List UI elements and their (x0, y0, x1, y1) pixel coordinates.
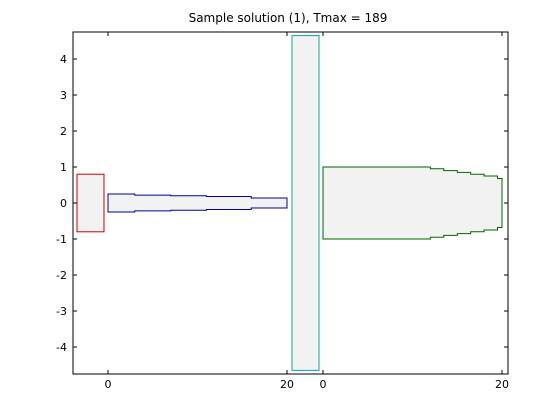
y-tick-label: 3 (60, 89, 67, 102)
y-tick-label: -3 (56, 305, 67, 318)
x-tick-label: 20 (280, 378, 294, 391)
x-tick-label: 20 (495, 378, 509, 391)
y-tick-label: 0 (60, 197, 67, 210)
blue-tapered-segment (107, 193, 288, 213)
y-tick-label: -2 (56, 269, 67, 282)
x-tick-label: 0 (105, 378, 112, 391)
y-tick-label: 1 (60, 161, 67, 174)
y-tick-label: 2 (60, 125, 67, 138)
green-tapered-segment (322, 166, 503, 240)
cyan-tall-bar (291, 35, 320, 371)
red-rectangle (76, 173, 105, 233)
axes-layer: 4 3 2 1 0 -1 -2 -3 -4 0 20 0 20 (56, 31, 509, 391)
x-tick-label: 0 (320, 378, 327, 391)
chart-title: Sample solution (1), Tmax = 189 (189, 11, 388, 25)
y-tick-label: -4 (56, 341, 67, 354)
y-tick-label: 4 (60, 53, 67, 66)
y-tick-label: -1 (56, 233, 67, 246)
plot-layer (76, 35, 503, 371)
